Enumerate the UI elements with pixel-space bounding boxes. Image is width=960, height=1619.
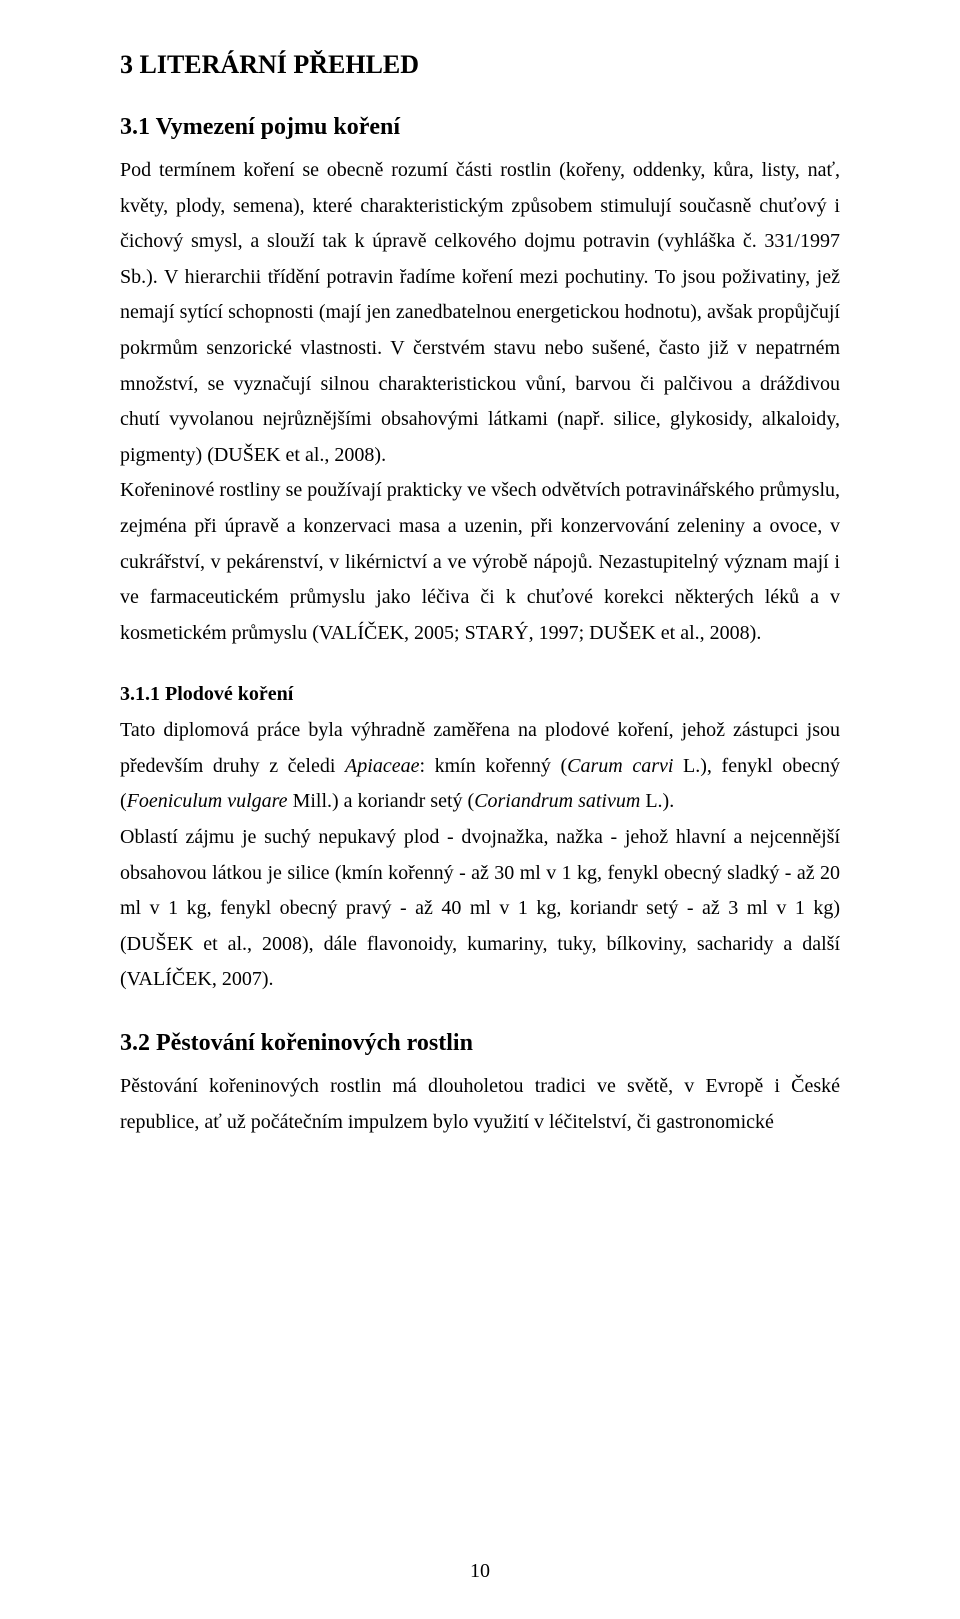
italic-foeniculum: Foeniculum vulgare [127, 790, 288, 812]
paragraph-1a: Pod termínem koření se obecně rozumí čás… [120, 153, 840, 473]
page: 3 LITERÁRNÍ PŘEHLED 3.1 Vymezení pojmu k… [0, 0, 960, 1619]
paragraph-1b: Kořeninové rostliny se používají praktic… [120, 473, 840, 651]
paragraph-3: Oblastí zájmu je suchý nepukavý plod - d… [120, 820, 840, 998]
paragraph-2: Tato diplomová práce byla výhradně zaměř… [120, 713, 840, 820]
text-run: L.). [640, 790, 674, 812]
heading-2-pestovani: 3.2 Pěstování kořeninových rostlin [120, 1028, 840, 1059]
italic-carum: Carum carvi [567, 755, 673, 777]
italic-apiaceae: Apiaceae [345, 755, 419, 777]
italic-coriandrum: Coriandrum sativum [474, 790, 640, 812]
heading-3-plodove: 3.1.1 Plodové koření [120, 681, 840, 707]
text-run: : kmín kořenný ( [419, 755, 567, 777]
paragraph-4: Pěstování kořeninových rostlin má dlouho… [120, 1069, 840, 1140]
heading-2-vymezeni: 3.1 Vymezení pojmu koření [120, 112, 840, 143]
text-run: Mill.) a koriandr setý ( [288, 790, 475, 812]
heading-1: 3 LITERÁRNÍ PŘEHLED [120, 48, 840, 82]
page-number: 10 [0, 1560, 960, 1583]
